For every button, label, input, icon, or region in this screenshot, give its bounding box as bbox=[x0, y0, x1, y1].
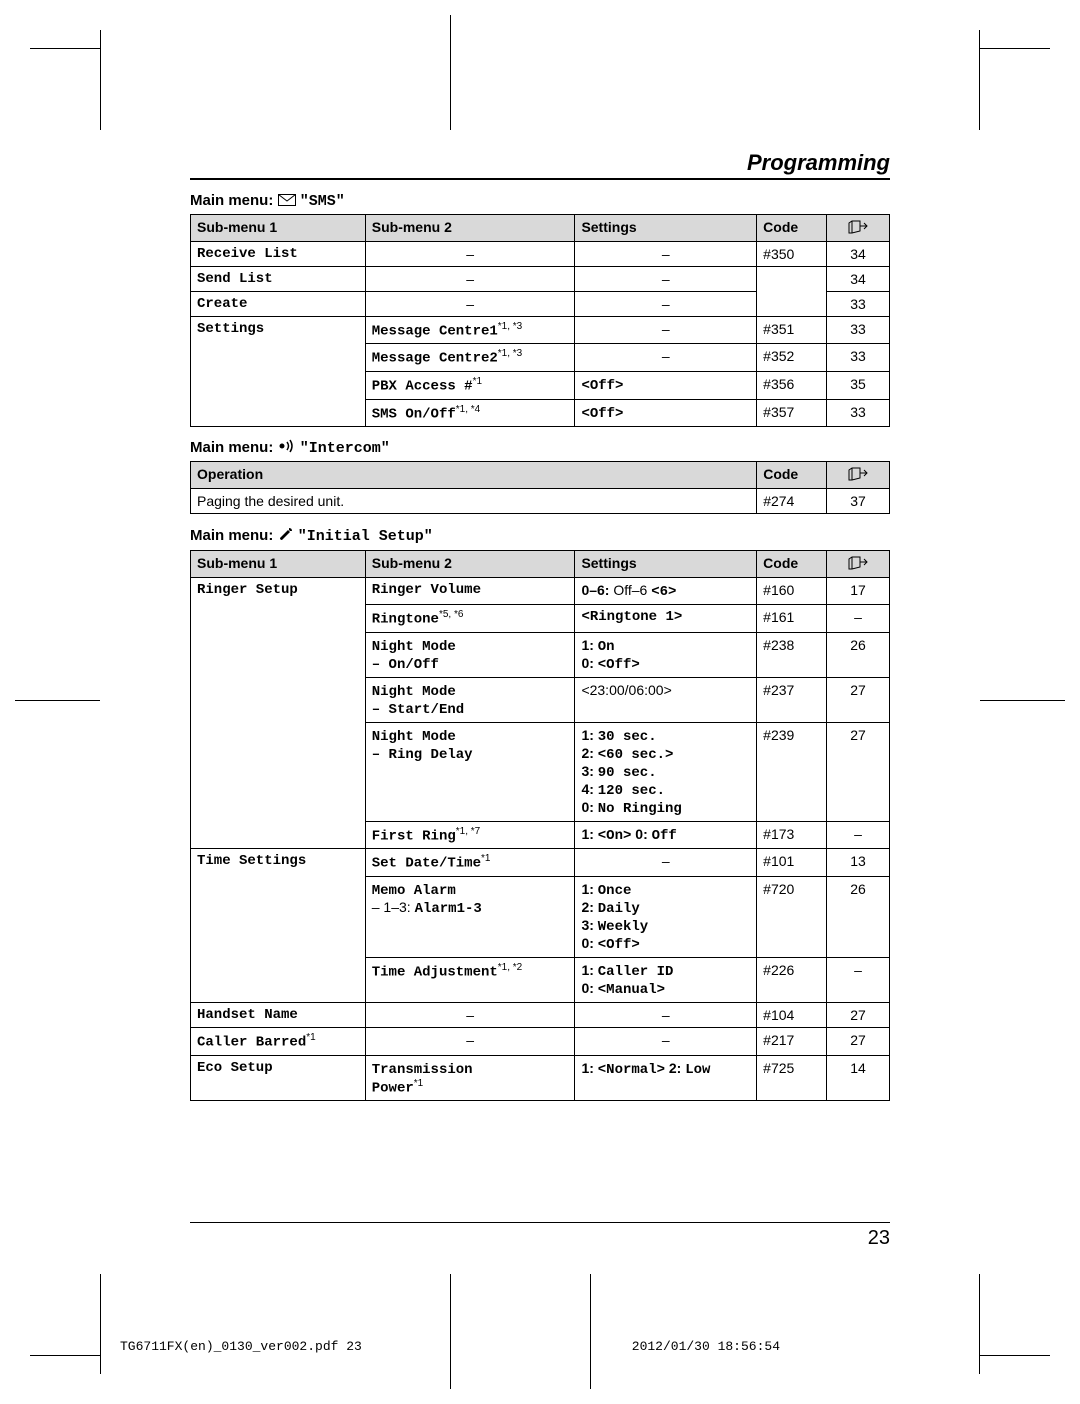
table-row: Settings Message Centre1*1, *3 – #351 33 bbox=[191, 316, 890, 344]
col-header bbox=[827, 462, 890, 489]
crop-mark bbox=[450, 15, 451, 130]
menu-heading-initial: Main menu: "Initial Setup" bbox=[190, 526, 890, 546]
table-row: Paging the desired unit. #274 37 bbox=[191, 489, 890, 514]
col-header bbox=[827, 551, 890, 578]
crop-mark bbox=[30, 48, 100, 49]
footer-left: TG6711FX(en)_0130_ver002.pdf 23 bbox=[120, 1339, 362, 1354]
page-number: 23 bbox=[190, 1222, 890, 1250]
crop-mark bbox=[590, 1274, 591, 1389]
col-header: Settings bbox=[575, 551, 757, 578]
col-header: Operation bbox=[191, 462, 757, 489]
crop-mark bbox=[100, 30, 101, 130]
sms-table: Sub-menu 1 Sub-menu 2 Settings Code Rece… bbox=[190, 214, 890, 427]
table-row: Receive List – – #350 34 bbox=[191, 241, 890, 266]
col-header: Settings bbox=[575, 215, 757, 242]
footer: TG6711FX(en)_0130_ver002.pdf 23 2012/01/… bbox=[120, 1339, 960, 1354]
col-header: Sub-menu 2 bbox=[365, 215, 575, 242]
wrench-icon bbox=[278, 526, 294, 546]
crop-mark bbox=[979, 1274, 980, 1374]
crop-mark bbox=[450, 1274, 451, 1389]
col-header: Code bbox=[757, 215, 827, 242]
menu-heading-sms: Main menu: "SMS" bbox=[190, 192, 890, 210]
envelope-icon bbox=[278, 193, 296, 210]
table-row: Handset Name – – #104 27 bbox=[191, 1003, 890, 1028]
footer-right: 2012/01/30 18:56:54 bbox=[632, 1339, 780, 1354]
crop-mark bbox=[30, 1355, 100, 1356]
table-row: Time Settings Set Date/Time*1 – #101 13 bbox=[191, 849, 890, 877]
crop-mark bbox=[980, 48, 1050, 49]
page-ref-icon bbox=[848, 556, 868, 573]
col-header bbox=[827, 215, 890, 242]
page-ref-icon bbox=[848, 467, 868, 484]
page-title: Programming bbox=[190, 150, 890, 180]
page-ref-icon bbox=[848, 220, 868, 237]
col-header: Sub-menu 1 bbox=[191, 215, 366, 242]
crop-mark bbox=[15, 700, 100, 701]
col-header: Sub-menu 1 bbox=[191, 551, 366, 578]
crop-mark bbox=[100, 1274, 101, 1374]
crop-mark bbox=[980, 700, 1065, 701]
table-row: Send List – – 34 bbox=[191, 266, 890, 291]
sound-icon bbox=[278, 439, 296, 457]
initial-table: Sub-menu 1 Sub-menu 2 Settings Code Ring… bbox=[190, 550, 890, 1101]
col-header: Sub-menu 2 bbox=[365, 551, 575, 578]
col-header: Code bbox=[757, 551, 827, 578]
crop-mark bbox=[980, 1355, 1050, 1356]
intercom-table: Operation Code Paging the desired unit. … bbox=[190, 461, 890, 514]
table-row: Caller Barred*1 – – #217 27 bbox=[191, 1028, 890, 1056]
menu-heading-intercom: Main menu: "Intercom" bbox=[190, 439, 890, 457]
crop-mark bbox=[979, 30, 980, 130]
table-row: Ringer Setup Ringer Volume 0–6: Off–6 <6… bbox=[191, 578, 890, 605]
table-row: Eco Setup TransmissionPower*1 1: <Normal… bbox=[191, 1055, 890, 1101]
col-header: Code bbox=[757, 462, 827, 489]
